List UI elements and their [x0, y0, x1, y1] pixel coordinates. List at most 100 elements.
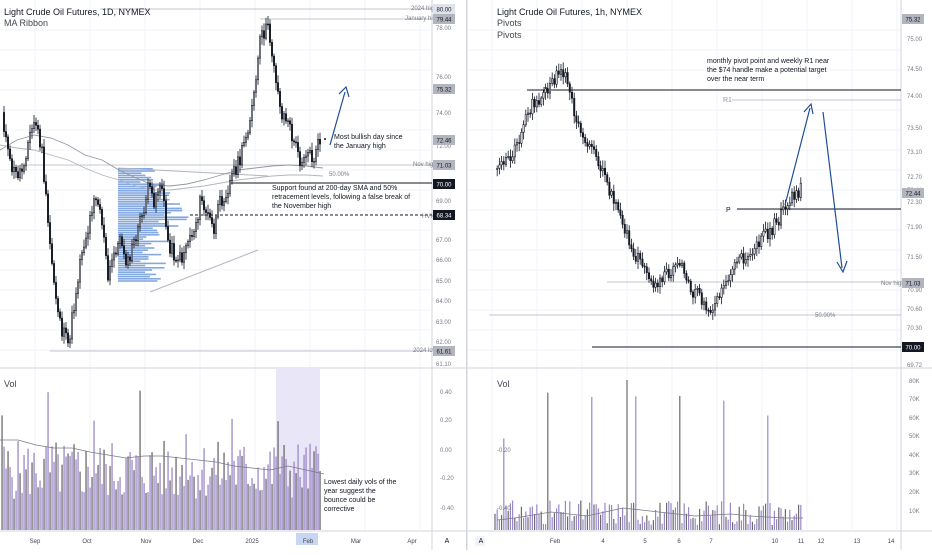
right-indicator-pivots-2[interactable]: Pivots [497, 30, 522, 40]
hourly-candle [524, 114, 527, 126]
price-tag[interactable] [433, 84, 455, 94]
volume-profile-bar [118, 249, 148, 251]
volume-profile-bar [118, 170, 155, 172]
price-tag[interactable] [902, 14, 924, 24]
price-tick-label: 74.00 [436, 111, 452, 117]
volume-bar [549, 500, 551, 530]
price-tag[interactable] [902, 188, 924, 198]
daily-candle [267, 23, 269, 26]
volume-bar [542, 523, 544, 530]
volume-bar [283, 444, 285, 530]
price-tag[interactable] [433, 346, 455, 356]
hourly-candle [663, 271, 666, 282]
daily-candle [199, 196, 201, 220]
time-axis-label: Feb [303, 539, 314, 545]
hourly-candle [595, 149, 598, 157]
price-tag[interactable] [433, 4, 455, 14]
daily-candle [71, 312, 73, 340]
hourly-candle [535, 100, 538, 108]
left-chart-title: Light Crude Oil Futures, 1D, NYMEX [4, 7, 151, 17]
price-tag[interactable] [433, 179, 455, 189]
hourly-candle [795, 190, 798, 200]
hourly-candle [538, 100, 541, 105]
right-indicator-pivots-1[interactable]: Pivots [497, 18, 522, 28]
label-nov-high: Nov high [413, 162, 437, 168]
volume-bar [5, 468, 7, 530]
daily-candle [239, 156, 241, 166]
volume-bar [223, 452, 225, 530]
volume-bar [177, 494, 179, 530]
left-volume-label[interactable]: Vol [4, 379, 17, 389]
time-axis-label: Dec [193, 539, 204, 545]
price-tag[interactable] [902, 278, 924, 288]
volume-bar [696, 524, 698, 530]
volume-profile-bar [118, 251, 143, 254]
hourly-candle [720, 287, 723, 298]
daily-candle [245, 136, 247, 143]
hourly-candle [502, 161, 505, 165]
price-tag[interactable] [433, 135, 455, 145]
time-axis-label: 13 [854, 539, 861, 545]
volume-bar [674, 507, 676, 530]
daily-candle [99, 204, 101, 210]
scroll-right-icon[interactable] [475, 536, 485, 546]
volume-tick-label: 60K [909, 416, 920, 422]
daily-candle [277, 82, 279, 92]
right-auto-scale-button[interactable]: A [478, 538, 484, 545]
hourly-candle [628, 230, 631, 246]
daily-candle [259, 36, 261, 59]
volume-tick-label: 70K [909, 397, 920, 403]
daily-candle [207, 212, 209, 214]
volume-bar [173, 493, 175, 530]
volume-bar [694, 518, 696, 530]
daily-candle [265, 23, 267, 39]
daily-candle [275, 65, 277, 83]
volume-bar [652, 520, 654, 530]
volume-profile-bar [118, 256, 149, 258]
volume-profile-bar [118, 260, 141, 262]
left-indicator-label[interactable]: MA Ribbon [4, 18, 49, 28]
volume-bar [159, 462, 161, 530]
volume-bar [273, 447, 275, 530]
hourly-candle [566, 72, 569, 85]
daily-candle [135, 239, 137, 241]
hourly-candle [665, 268, 668, 273]
daily-candle [257, 57, 259, 81]
hourly-candle [526, 112, 529, 116]
volume-bar [167, 451, 169, 530]
volume-bar [201, 469, 203, 530]
price-tag[interactable] [433, 160, 455, 170]
daily-candle [221, 196, 223, 206]
volume-bar [791, 520, 793, 530]
volume-bar [734, 523, 736, 530]
volume-bar [769, 503, 771, 530]
price-tag[interactable] [433, 14, 455, 24]
left-chart-canvas[interactable]: 2024 high January high Nov high 50.00% HVN 20… [0, 0, 466, 550]
volume-tick-label: 80K [909, 379, 920, 385]
daily-candle [303, 157, 305, 163]
volume-bar [281, 456, 283, 530]
volume-profile-bar [118, 273, 157, 276]
hourly-candle [645, 266, 648, 274]
price-tick-label: 75.00 [907, 37, 923, 43]
volume-bar [27, 448, 29, 530]
volume-profile-bar [118, 280, 158, 282]
price-tag[interactable] [433, 210, 455, 220]
daily-candle [283, 113, 285, 120]
hourly-candle [641, 258, 644, 267]
price-tag[interactable] [902, 342, 924, 352]
volume-bar [556, 508, 558, 530]
left-chart-panel[interactable]: 2024 high January high Nov high 50.00% HVN 20… [0, 0, 466, 550]
price-tick-label: 70.30 [907, 326, 923, 332]
daily-candle [115, 252, 117, 255]
left-auto-scale-button[interactable]: A [444, 538, 450, 545]
volume-bar [135, 455, 137, 530]
hourly-candle [711, 309, 714, 313]
volume-bar [35, 473, 37, 530]
daily-candle [15, 166, 17, 172]
daily-candle [285, 113, 287, 122]
right-volume-label[interactable]: Vol [497, 379, 510, 389]
volume-bar [53, 461, 55, 530]
